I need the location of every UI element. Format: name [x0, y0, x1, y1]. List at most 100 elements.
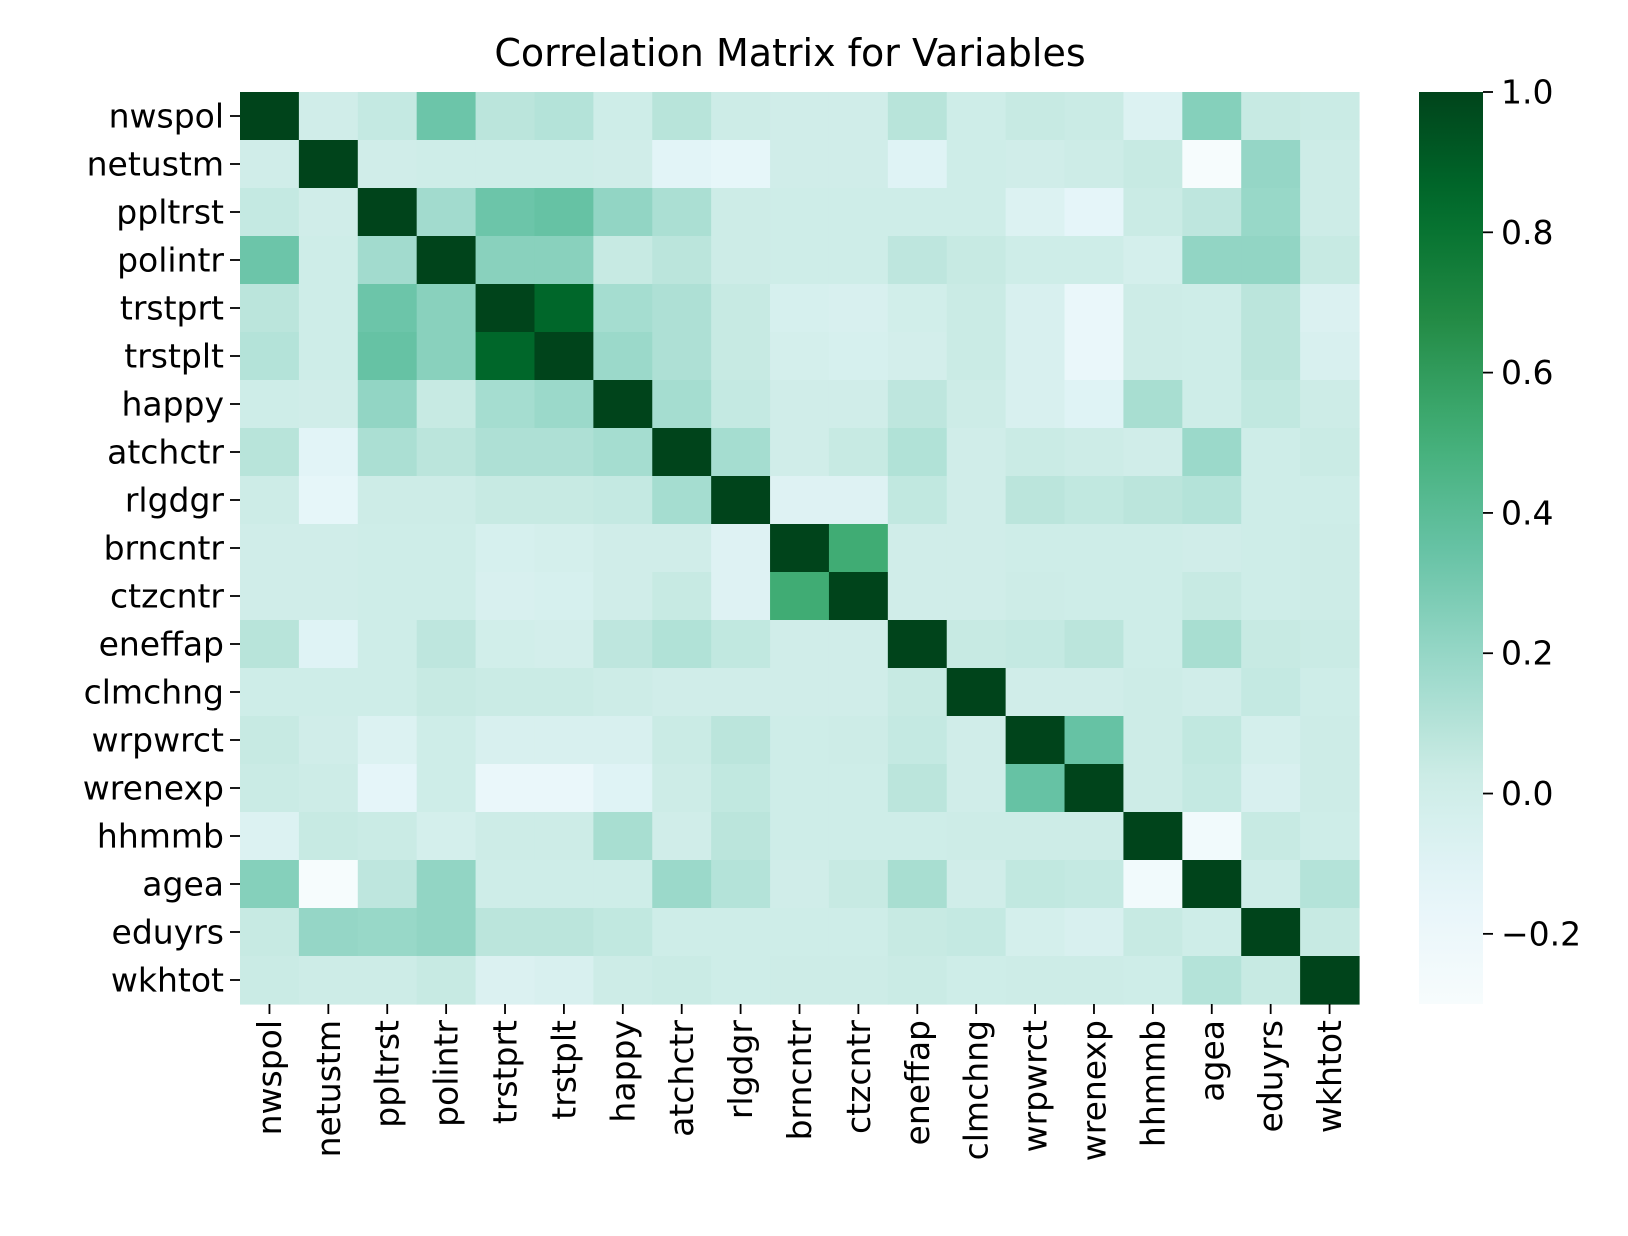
heatmap-cell-netustm-happy — [593, 140, 653, 189]
heatmap-cell-ctzcntr-clmchng — [946, 572, 1007, 621]
heatmap-cell-rlgdgr-eneffap — [887, 476, 948, 525]
heatmap-cell-ppltrst-clmchng — [946, 188, 1007, 237]
heatmap-cell-ppltrst-ppltrst — [357, 188, 418, 237]
heatmap-cell-wkhtot-wkhtot — [1300, 956, 1360, 1005]
heatmap-cell-wrenexp-ctzcntr — [828, 764, 889, 813]
heatmap-cell-clmchng-eneffap — [887, 668, 948, 717]
heatmap-cell-ppltrst-rlgdgr — [711, 188, 771, 237]
heatmap-cell-happy-polintr — [416, 380, 477, 429]
heatmap-cell-wrenexp-agea — [1182, 764, 1242, 813]
heatmap-cell-netustm-trstprt — [475, 140, 536, 189]
heatmap-cell-atchctr-eneffap — [887, 428, 948, 477]
heatmap-cell-netustm-brncntr — [770, 140, 830, 189]
heatmap-cell-wrpwrct-eneffap — [887, 716, 948, 765]
heatmap-cell-hhmmb-brncntr — [770, 812, 830, 861]
heatmap-cell-wkhtot-atchctr — [652, 956, 712, 1005]
heatmap-cell-netustm-ctzcntr — [828, 140, 889, 189]
heatmap-cell-atchctr-nwspol — [240, 428, 300, 477]
heatmap-cell-brncntr-hhmmb — [1123, 524, 1183, 573]
heatmap-cell-nwspol-brncntr — [770, 92, 830, 141]
y-tick-label-atchctr: atchctr — [107, 433, 224, 472]
heatmap-cell-trstplt-ctzcntr — [828, 332, 889, 381]
heatmap-cell-atchctr-netustm — [298, 428, 359, 477]
x-tick-label-brncntr: brncntr — [780, 1020, 819, 1141]
x-tick-label-hhmmb: hhmmb — [1133, 1020, 1172, 1147]
heatmap-cell-hhmmb-eneffap — [887, 812, 948, 861]
heatmap-cell-wrpwrct-trstplt — [534, 716, 594, 765]
heatmap-cell-agea-eneffap — [887, 860, 948, 909]
x-tick-label-atchctr: atchctr — [662, 1020, 701, 1137]
heatmap-cell-happy-happy — [593, 380, 653, 429]
heatmap-cell-nwspol-eneffap — [887, 92, 948, 141]
heatmap-cell-agea-happy — [593, 860, 653, 909]
heatmap-cell-nwspol-ctzcntr — [828, 92, 889, 141]
y-tick-label-happy: happy — [121, 385, 224, 424]
heatmap-cell-eduyrs-trstplt — [534, 908, 594, 957]
heatmap-cell-eneffap-wrenexp — [1064, 620, 1125, 669]
x-tick-label-trstplt: trstplt — [544, 1020, 583, 1120]
heatmap-cell-hhmmb-trstplt — [534, 812, 594, 861]
heatmap-cell-eduyrs-eneffap — [887, 908, 948, 957]
heatmap-cell-trstplt-wrenexp — [1064, 332, 1125, 381]
heatmap-cell-agea-ctzcntr — [828, 860, 889, 909]
heatmap-cell-wrenexp-nwspol — [240, 764, 300, 813]
heatmap-cell-nwspol-wkhtot — [1300, 92, 1360, 141]
heatmap-cell-ppltrst-eneffap — [887, 188, 948, 237]
heatmap-cell-polintr-eneffap — [887, 236, 948, 285]
heatmap-cell-wrpwrct-polintr — [416, 716, 477, 765]
heatmap-cell-nwspol-agea — [1182, 92, 1242, 141]
heatmap-cell-netustm-polintr — [416, 140, 477, 189]
heatmap-cell-wrpwrct-wrpwrct — [1005, 716, 1066, 765]
heatmap-cell-netustm-eneffap — [887, 140, 948, 189]
heatmap-cell-polintr-polintr — [416, 236, 477, 285]
heatmap-cell-nwspol-trstprt — [475, 92, 536, 141]
heatmap-cell-polintr-ctzcntr — [828, 236, 889, 285]
heatmap-cell-ppltrst-hhmmb — [1123, 188, 1183, 237]
y-tick-label-trstplt: trstplt — [124, 337, 224, 376]
heatmap-cell-clmchng-rlgdgr — [711, 668, 771, 717]
colorbar-ticks: 1.0 0.8 0.6 0.4 0.2 0.0 −0.2 — [1483, 73, 1581, 953]
heatmap-cell-ctzcntr-wrpwrct — [1005, 572, 1066, 621]
heatmap-cell-happy-eneffap — [887, 380, 948, 429]
heatmap-cell-agea-ppltrst — [357, 860, 418, 909]
heatmap-cell-ppltrst-eduyrs — [1241, 188, 1301, 237]
heatmap-cell-nwspol-trstplt — [534, 92, 594, 141]
heatmap-cell-atchctr-rlgdgr — [711, 428, 771, 477]
heatmap-cell-wrenexp-wrenexp — [1064, 764, 1125, 813]
heatmap-cell-eneffap-eduyrs — [1241, 620, 1301, 669]
heatmap-cell-wkhtot-netustm — [298, 956, 359, 1005]
heatmap-cell-wrenexp-happy — [593, 764, 653, 813]
heatmap-cell-nwspol-rlgdgr — [711, 92, 771, 141]
colorbar-tick-label: 0.2 — [1501, 634, 1553, 673]
heatmap-cell-eneffap-polintr — [416, 620, 477, 669]
heatmap-cell-wkhtot-hhmmb — [1123, 956, 1183, 1005]
heatmap-cell-wrpwrct-atchctr — [652, 716, 712, 765]
heatmap-cell-netustm-wrenexp — [1064, 140, 1125, 189]
y-tick-label-brncntr: brncntr — [104, 529, 225, 568]
heatmap-cell-trstplt-eduyrs — [1241, 332, 1301, 381]
y-tick-label-hhmmb: hhmmb — [97, 817, 224, 856]
y-tick-label-ppltrst: ppltrst — [116, 193, 224, 232]
y-tick-label-netustm: netustm — [87, 145, 224, 184]
heatmap-cell-nwspol-eduyrs — [1241, 92, 1301, 141]
heatmap-cell-clmchng-agea — [1182, 668, 1242, 717]
y-tick-label-eneffap: eneffap — [99, 625, 224, 664]
heatmap-cell-wkhtot-eduyrs — [1241, 956, 1301, 1005]
heatmap-cell-wrpwrct-clmchng — [946, 716, 1007, 765]
heatmap-cell-wrenexp-rlgdgr — [711, 764, 771, 813]
heatmap-cell-wkhtot-ppltrst — [357, 956, 418, 1005]
heatmap-cell-eduyrs-nwspol — [240, 908, 300, 957]
heatmap-cell-eneffap-agea — [1182, 620, 1242, 669]
heatmap-cell-trstplt-rlgdgr — [711, 332, 771, 381]
heatmap-cell-atchctr-clmchng — [946, 428, 1007, 477]
y-tick-label-wkhtot: wkhtot — [111, 961, 224, 1000]
heatmap-cells — [240, 92, 1360, 1005]
x-tick-label-wrenexp: wrenexp — [1074, 1020, 1113, 1161]
x-tick-label-trstprt: trstprt — [486, 1020, 525, 1124]
heatmap-cell-brncntr-wrpwrct — [1005, 524, 1066, 573]
heatmap-cell-wrpwrct-trstprt — [475, 716, 536, 765]
heatmap-cell-happy-clmchng — [946, 380, 1007, 429]
heatmap-cell-trstplt-happy — [593, 332, 653, 381]
heatmap-cell-atchctr-ppltrst — [357, 428, 418, 477]
heatmap-cell-ppltrst-wkhtot — [1300, 188, 1360, 237]
